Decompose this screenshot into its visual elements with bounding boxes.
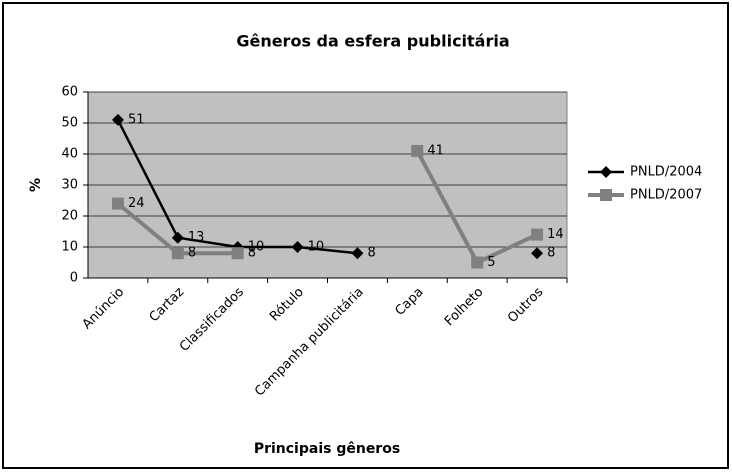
data-point — [351, 247, 364, 260]
data-label: 8 — [188, 246, 196, 261]
y-tick-label: 20 — [61, 209, 78, 224]
chart-title: Gêneros da esfera publicitária — [236, 32, 509, 51]
data-point — [531, 247, 544, 260]
data-point — [471, 256, 484, 269]
legend-label: PNLD/2007 — [630, 188, 702, 203]
data-point — [291, 241, 304, 253]
data-point — [531, 228, 544, 241]
x-axis-title: Principais gêneros — [254, 441, 400, 457]
y-tick-label: 60 — [61, 85, 78, 100]
data-label: 8 — [248, 246, 256, 261]
data-point — [171, 231, 184, 244]
data-point — [171, 247, 184, 260]
legend-label: PNLD/2004 — [630, 165, 702, 180]
data-point — [411, 144, 424, 157]
data-point — [111, 197, 124, 210]
data-label: 41 — [427, 143, 444, 158]
data-point — [231, 247, 244, 260]
data-label: 51 — [128, 112, 145, 127]
y-tick-label: 30 — [61, 178, 78, 193]
data-label: 10 — [248, 240, 265, 255]
y-tick-label: 40 — [61, 147, 78, 162]
y-tick-label: 0 — [70, 271, 78, 286]
data-point — [111, 113, 124, 126]
data-label: 14 — [547, 227, 564, 242]
legend-marker — [600, 189, 612, 201]
y-tick-label: 50 — [61, 116, 78, 131]
data-label: 10 — [308, 240, 325, 255]
data-label: 13 — [188, 230, 205, 245]
legend-marker — [600, 166, 612, 178]
data-label: 8 — [367, 246, 375, 261]
y-tick-label: 10 — [61, 240, 78, 255]
data-label: 8 — [547, 246, 555, 261]
y-axis-title: % — [28, 178, 44, 192]
data-label: 24 — [128, 196, 145, 211]
data-label: 5 — [487, 255, 495, 270]
